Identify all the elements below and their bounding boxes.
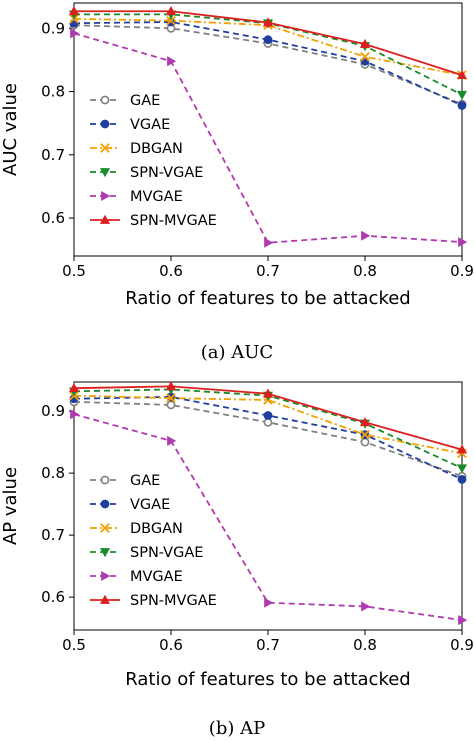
y-tick-label: 0.9	[41, 19, 65, 37]
y-tick-label: 0.9	[41, 402, 65, 420]
legend-label: SPN-VGAE	[130, 545, 203, 561]
legend-label: SPN-MVGAE	[130, 593, 217, 609]
legend-marker	[100, 523, 110, 533]
legend-label: GAE	[130, 473, 160, 489]
y-tick-label: 0.8	[41, 83, 65, 101]
data-point	[359, 417, 371, 427]
series-line	[73, 17, 463, 76]
chart-caption: (b) AP	[209, 718, 265, 739]
y-tick-label: 0.6	[41, 209, 65, 227]
series-mvgae	[70, 28, 468, 248]
data-point	[264, 597, 274, 608]
series-spn-vgae	[68, 385, 468, 474]
data-point	[166, 400, 176, 410]
legend-marker	[99, 168, 111, 178]
data-point	[456, 90, 468, 100]
legend-marker	[101, 190, 111, 202]
data-point	[359, 38, 371, 48]
series-vgae	[69, 392, 467, 484]
legend: GAE VGAE DBGAN SPN-VGAE MVGAE SPN-MVGAE	[90, 473, 217, 609]
series-spn-mvgae	[68, 5, 468, 79]
y-tick-label: 0.7	[41, 526, 65, 544]
data-point	[456, 464, 468, 474]
data-point	[456, 444, 468, 454]
x-tick-label: 0.9	[450, 262, 474, 280]
data-point	[361, 601, 371, 612]
data-point	[68, 382, 80, 393]
x-tick-label: 0.5	[62, 262, 86, 280]
x-tick-label: 0.8	[353, 262, 377, 280]
y-axis-label: AUC value	[0, 83, 21, 176]
legend-marker	[100, 475, 110, 485]
data-point	[361, 230, 371, 241]
legend-label: GAE	[130, 93, 160, 109]
y-tick-label: 0.8	[41, 464, 65, 482]
legend-marker	[101, 570, 111, 582]
data-point	[165, 381, 177, 391]
data-point	[264, 237, 274, 248]
series-gae	[69, 397, 467, 481]
x-axis-label: Ratio of features to be attacked	[125, 669, 410, 690]
legend-label: VGAE	[130, 497, 170, 513]
legend: GAE VGAE DBGAN SPN-VGAE MVGAE SPN-MVGAE	[90, 93, 217, 229]
data-point	[360, 51, 370, 62]
series-mvgae	[70, 409, 468, 626]
data-point	[68, 5, 80, 16]
data-point	[458, 615, 468, 626]
legend-marker	[99, 214, 111, 224]
data-point	[457, 474, 467, 484]
data-point	[166, 393, 176, 403]
legend-marker	[99, 548, 111, 558]
series-line	[73, 413, 463, 621]
data-point	[457, 101, 467, 110]
legend-label: DBGAN	[130, 521, 183, 537]
ap-chart: 0.5 0.6 0.7 0.8 0.9 0.6 0.7 0.8 0.9 Ratio of feat…	[0, 381, 474, 739]
y-tick-label: 0.7	[41, 146, 65, 164]
x-tick-label: 0.9	[450, 636, 474, 654]
y-axis-label: AP value	[0, 467, 21, 545]
series-spn-mvgae	[68, 381, 468, 454]
legend-label: SPN-VGAE	[130, 165, 203, 181]
legend-label: SPN-MVGAE	[130, 213, 217, 229]
data-point	[263, 411, 273, 420]
data-point	[70, 28, 80, 39]
data-point	[263, 35, 273, 45]
data-point	[165, 5, 177, 16]
legend-marker	[99, 594, 111, 604]
series-line	[73, 394, 463, 455]
data-point	[262, 17, 274, 27]
legend-marker	[100, 143, 110, 153]
series-line	[73, 395, 463, 481]
y-tick-label: 0.6	[41, 588, 65, 606]
x-tick-label: 0.5	[62, 636, 86, 654]
legend-marker	[100, 95, 110, 105]
x-tick-label: 0.8	[353, 636, 377, 654]
auc-chart: 0.5 0.6 0.7 0.8 0.9 0.6 0.7 0.8 0.9 Ratio of feat…	[0, 2, 474, 363]
legend-label: MVGAE	[130, 189, 183, 205]
data-point	[262, 388, 274, 398]
x-tick-label: 0.7	[256, 636, 280, 654]
legend-label: VGAE	[130, 117, 170, 133]
legend-label: DBGAN	[130, 141, 183, 157]
data-point	[360, 437, 370, 447]
data-point	[167, 435, 177, 446]
data-point	[458, 237, 468, 248]
legend-label: MVGAE	[130, 569, 183, 585]
data-point	[360, 429, 370, 440]
x-tick-label: 0.6	[159, 262, 183, 280]
x-tick-label: 0.6	[159, 636, 183, 654]
x-tick-label: 0.7	[256, 262, 280, 280]
legend-marker	[100, 119, 110, 129]
chart-caption: (a) AUC	[201, 342, 273, 363]
x-axis-label: Ratio of features to be attacked	[125, 288, 410, 309]
data-point	[456, 69, 468, 79]
data-point	[167, 56, 177, 67]
data-point	[166, 15, 176, 26]
legend-marker	[100, 499, 110, 509]
data-point	[70, 409, 80, 420]
